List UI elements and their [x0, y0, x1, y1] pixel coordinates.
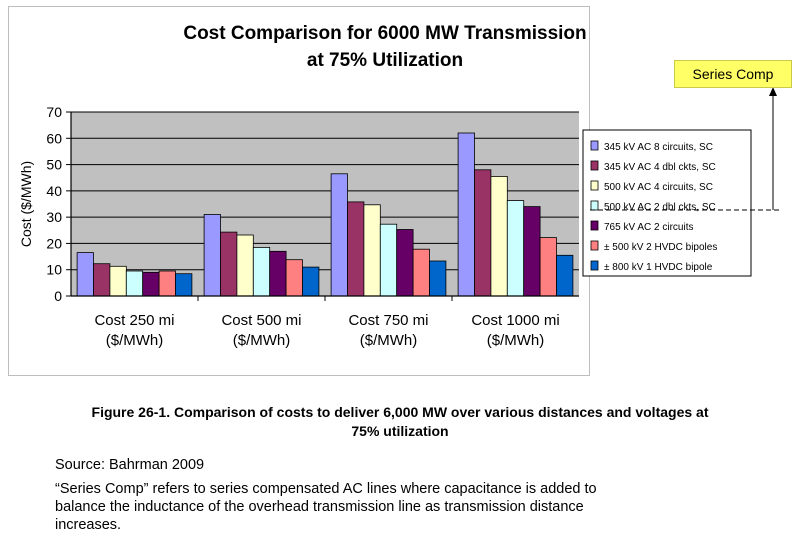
chart-title-line2: at 75% Utilization: [307, 50, 463, 71]
legend-label: 345 kV AC 4 dbl ckts, SC: [604, 162, 716, 173]
chart: Cost Comparison for 6000 MW Transmission…: [18, 23, 780, 349]
y-tick-label: 70: [46, 104, 62, 120]
bar: [142, 271, 160, 297]
definition-line3: increases.: [55, 517, 122, 533]
legend-swatch: [590, 180, 599, 191]
x-tick-label: ($/MWh): [233, 332, 291, 349]
bar: [252, 246, 271, 297]
y-tick-label: 20: [46, 235, 62, 251]
legend-swatch: [590, 200, 599, 211]
x-tick-label: Cost 250 mi: [94, 312, 174, 329]
chart-title-line1: Cost Comparison for 6000 MW Transmission: [183, 23, 586, 44]
bar: [93, 263, 111, 297]
legend-label: 500 kV AC 4 circuits, SC: [604, 182, 713, 193]
legend-swatch: [590, 260, 599, 271]
bar: [220, 231, 238, 297]
y-tick-label: 40: [46, 183, 62, 199]
bar: [396, 229, 414, 297]
bar: [203, 214, 221, 297]
definition-line2: balance the inductance of the overhead t…: [55, 499, 584, 515]
legend: [582, 129, 752, 277]
figure-caption-line1: Figure 26-1. Comparison of costs to deli…: [91, 404, 709, 420]
y-tick-label: 10: [46, 262, 62, 278]
y-tick-label: 30: [46, 209, 62, 225]
bar: [457, 132, 475, 297]
bar: [236, 234, 254, 297]
legend-label: 500 kV AC 2 dbl ckts, SC: [604, 202, 716, 213]
series-comp-arrow-head: [769, 87, 777, 96]
legend-label: ± 800 kV 1 HVDC bipole: [604, 262, 713, 273]
bar: [109, 265, 127, 297]
bar: [330, 173, 348, 297]
y-tick-label: 60: [46, 130, 62, 146]
bar: [539, 237, 557, 297]
bar: [76, 252, 94, 297]
legend-swatch: [590, 220, 599, 231]
bar: [302, 266, 320, 297]
legend-label: ± 500 kV 2 HVDC bipoles: [604, 242, 717, 253]
bar: [379, 223, 398, 297]
bar: [347, 201, 365, 297]
definition-line1: “Series Comp” refers to series compensat…: [55, 481, 597, 497]
y-axis-label: Cost ($/MWh): [18, 161, 34, 247]
x-tick-label: ($/MWh): [487, 332, 545, 349]
x-tick-label: ($/MWh): [360, 332, 418, 349]
figure-caption-line2: 75% utilization: [351, 423, 449, 439]
bar: [125, 270, 144, 297]
series-comp-label: Series Comp: [674, 60, 792, 88]
bar: [490, 175, 508, 297]
legend-label: 345 kV AC 8 circuits, SC: [604, 142, 713, 153]
bar: [429, 260, 447, 297]
x-tick-label: ($/MWh): [106, 332, 164, 349]
bar: [474, 169, 492, 297]
x-tick-label: Cost 1000 mi: [471, 312, 559, 329]
bar: [556, 254, 574, 297]
bar: [363, 204, 381, 297]
x-tick-label: Cost 750 mi: [348, 312, 428, 329]
bar: [523, 206, 541, 297]
y-tick-label: 50: [46, 157, 62, 173]
bar: [285, 259, 303, 297]
legend-swatch: [590, 160, 599, 171]
bar: [158, 270, 176, 297]
bar: [412, 248, 430, 297]
source-note: Source: Bahrman 2009: [55, 457, 205, 473]
bar: [175, 273, 193, 297]
x-tick-label: Cost 500 mi: [221, 312, 301, 329]
legend-swatch: [590, 240, 599, 251]
bar: [269, 250, 287, 297]
legend-label: 765 kV AC 2 circuits: [604, 222, 693, 233]
bar: [506, 200, 525, 297]
y-tick-label: 0: [54, 288, 62, 304]
legend-swatch: [590, 140, 599, 151]
